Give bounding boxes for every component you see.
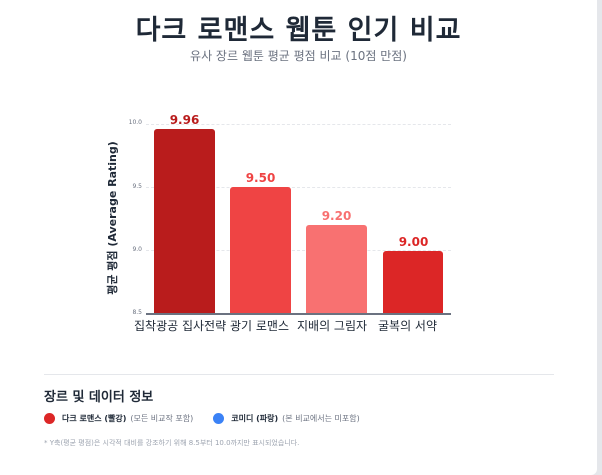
y-axis-label: 평균 평점 (Average Rating) — [106, 141, 119, 295]
page-subtitle: 유사 장르 웹툰 평균 평점 비교 (10점 만점) — [190, 49, 407, 63]
x-axis-line — [146, 313, 451, 315]
y-tick: 9.0 — [132, 246, 142, 253]
blue-dot-icon — [213, 413, 225, 424]
red-dot-icon — [44, 413, 55, 424]
value-label: 9.50 — [245, 171, 276, 185]
footnote: * Y축(평균 평점)은 시각적 대비를 강조하기 위해 8.5부터 10.0까… — [44, 439, 300, 447]
y-tick: 10.0 — [128, 119, 142, 126]
value-label: 9.00 — [398, 235, 429, 249]
legend-note: (본 비교에서는 미포함) — [282, 414, 360, 423]
gridline — [146, 250, 451, 251]
page-title: 다크 로맨스 웹툰 인기 비교 — [135, 15, 462, 46]
bar-chart: 평균 평점 (Average Rating) 10.0 9.5 9.0 8.5 … — [106, 113, 451, 333]
x-tick-label: 집착광공 집사전략 — [134, 319, 227, 333]
x-tick-label: 지배의 그림자 — [297, 319, 368, 333]
y-tick: 8.5 — [132, 309, 142, 316]
gridline — [146, 124, 451, 125]
bar-4[interactable] — [383, 251, 443, 313]
value-label: 9.20 — [321, 209, 352, 223]
bar-1[interactable] — [154, 129, 215, 313]
value-label: 9.96 — [169, 113, 200, 127]
legend: 다크 로맨스 (빨강) (모든 비교작 포함) 코미디 (파랑) (본 비교에서… — [44, 413, 380, 424]
legend-note: (모든 비교작 포함) — [130, 414, 194, 423]
y-tick: 9.5 — [132, 183, 142, 190]
legend-name: 다크 로맨스 (빨강) — [62, 414, 127, 423]
bar-3[interactable] — [306, 225, 367, 313]
x-tick-label: 광기 로맨스 — [230, 319, 290, 333]
bar-2[interactable] — [230, 187, 291, 313]
info-title: 장르 및 데이터 정보 — [44, 390, 154, 405]
gridline — [146, 187, 451, 188]
legend-name: 코미디 (파랑) — [231, 414, 279, 423]
x-tick-label: 굴복의 서약 — [378, 319, 438, 333]
section-divider — [44, 374, 554, 375]
